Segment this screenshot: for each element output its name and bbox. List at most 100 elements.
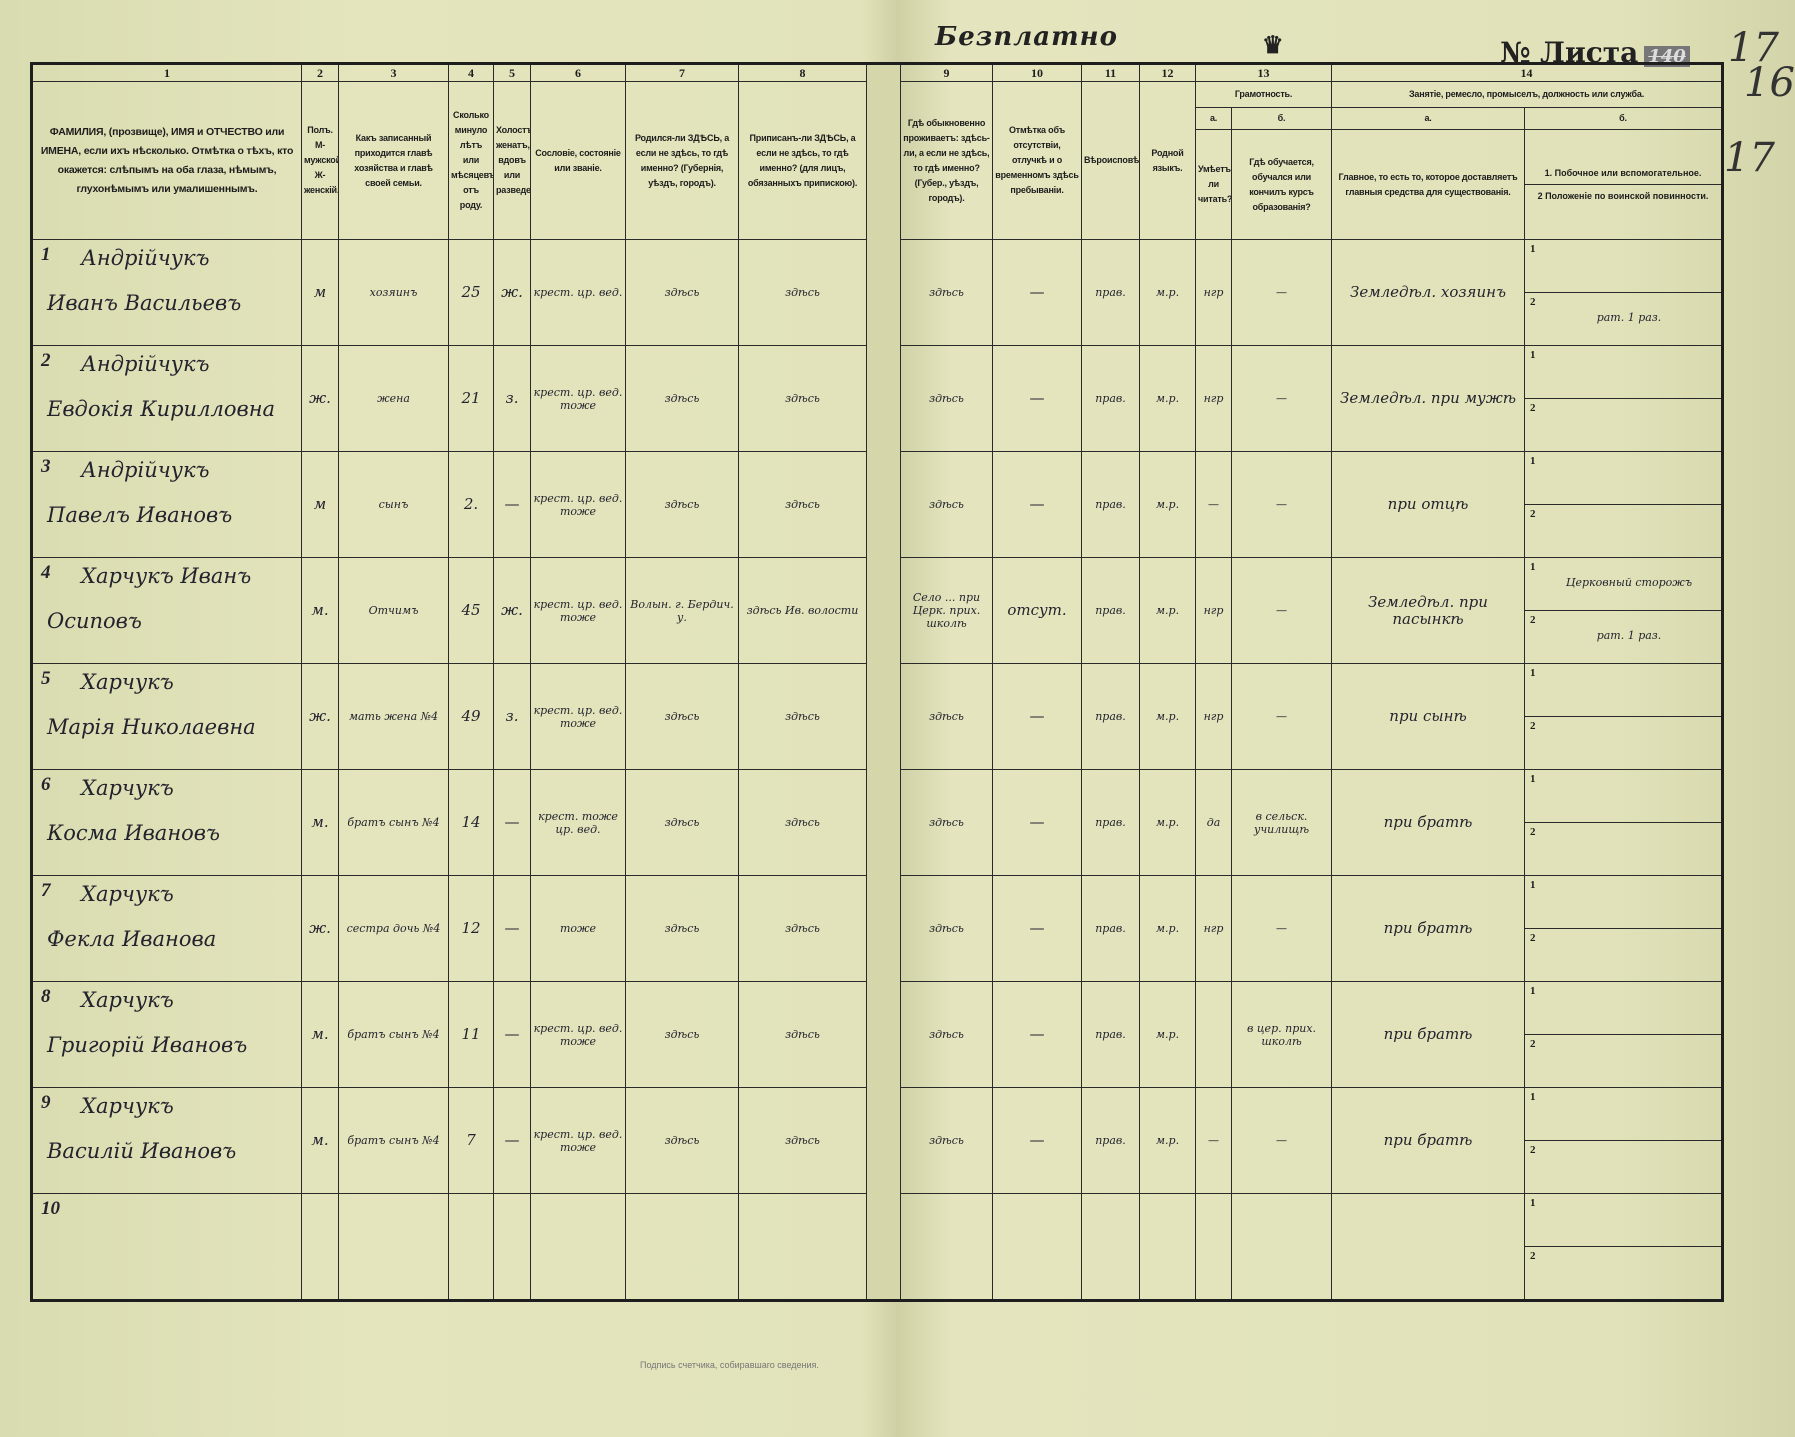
language-cell: м.р. bbox=[1139, 663, 1196, 770]
occupation-cell: при братѣ bbox=[1331, 981, 1525, 1088]
secondary-military-cell: 1 2 bbox=[1524, 451, 1723, 558]
header-born: Родился-ли ЗДѢСЬ, а если не здѣсь, то гд… bbox=[625, 81, 739, 240]
school-cell bbox=[1231, 1193, 1332, 1301]
col-number: 7 bbox=[625, 63, 739, 82]
age-cell: 12 bbox=[448, 875, 494, 982]
given-name: Осиповъ bbox=[47, 609, 142, 633]
person-row: 9 Харчукъ Василій Ивановъ м. братъ сынъ №4… bbox=[31, 1087, 1723, 1194]
language-cell: м.р. bbox=[1139, 769, 1196, 876]
col-number: 14 bbox=[1331, 63, 1723, 82]
surname: Харчукъ bbox=[81, 776, 174, 800]
header-secondary-military: 1. Побочное или вспомогательное. 2 Полож… bbox=[1524, 129, 1723, 240]
census-table: 1 2 3 4 5 6 7 8 9 10 11 12 13 14 ФАМИЛИЯ… bbox=[30, 62, 1724, 1302]
birthplace-cell: здѣсь bbox=[625, 239, 739, 346]
school-cell: — bbox=[1231, 1087, 1332, 1194]
sex-cell: м. bbox=[301, 1087, 339, 1194]
occupation-cell: Земледѣл. хозяинъ bbox=[1331, 239, 1525, 346]
birthplace-cell: здѣсь bbox=[625, 1087, 739, 1194]
literacy-cell: нгр bbox=[1195, 239, 1232, 346]
subheader-letter: а. bbox=[1331, 107, 1525, 130]
occupation-cell: Земледѣл. при мужѣ bbox=[1331, 345, 1525, 452]
name-cell: 2 Андрійчукъ Евдокія Кирилловна bbox=[31, 345, 302, 452]
relation-cell: мать жена №4 bbox=[338, 663, 449, 770]
religion-cell: прав. bbox=[1081, 557, 1140, 664]
col-number: 6 bbox=[530, 63, 626, 82]
residence-cell: Село ... при Церк. прих. школѣ bbox=[900, 557, 993, 664]
header-registered: Приписанъ-ли ЗДѢСЬ, а если не здѣсь, то … bbox=[738, 81, 867, 240]
secondary-military-cell: 1 2 рат. 1 раз. bbox=[1524, 239, 1723, 346]
marital-cell: з. bbox=[493, 345, 531, 452]
given-name: Косма Ивановъ bbox=[47, 821, 221, 845]
margin-number: 17 bbox=[1724, 135, 1775, 181]
secondary-military-cell: 1 2 bbox=[1524, 663, 1723, 770]
absence-cell: — bbox=[992, 345, 1082, 452]
occupation-cell: Земледѣл. при пасынкѣ bbox=[1331, 557, 1525, 664]
marital-cell: ж. bbox=[493, 239, 531, 346]
row-number: 6 bbox=[41, 774, 51, 795]
secondary-military-cell: 1 2 bbox=[1524, 769, 1723, 876]
sex-cell: ж. bbox=[301, 345, 339, 452]
header-religion: Вѣроисповѣданіе. bbox=[1081, 81, 1140, 240]
secondary-occupation: 1 bbox=[1525, 665, 1721, 717]
sex-cell: ж. bbox=[301, 663, 339, 770]
person-row: 1 Андрійчукъ Иванъ Васильевъ м хозяинъ 25 ж.… bbox=[31, 239, 1723, 346]
header-school: Гдѣ обучается, обучался или кончилъ курс… bbox=[1231, 129, 1332, 240]
name-cell: 6 Харчукъ Косма Ивановъ bbox=[31, 769, 302, 876]
estate-cell: крест. цр. вед. тоже bbox=[530, 981, 626, 1088]
relation-cell: Отчимъ bbox=[338, 557, 449, 664]
school-cell: — bbox=[1231, 239, 1332, 346]
surname: Харчукъ bbox=[81, 988, 174, 1012]
estate-cell: крест. цр. вед. тоже bbox=[530, 345, 626, 452]
school-cell: — bbox=[1231, 875, 1332, 982]
col-number: 10 bbox=[992, 63, 1082, 82]
row-number: 3 bbox=[41, 456, 51, 477]
name-cell: 9 Харчукъ Василій Ивановъ bbox=[31, 1087, 302, 1194]
row-number: 8 bbox=[41, 986, 51, 1007]
column-number-row: 1 2 3 4 5 6 7 8 9 10 11 12 13 14 bbox=[31, 63, 1723, 1301]
given-name: Фекла Иванова bbox=[47, 927, 217, 951]
residence-cell: здѣсь bbox=[900, 345, 993, 452]
birthplace-cell bbox=[625, 1193, 739, 1301]
sex-cell: ж. bbox=[301, 875, 339, 982]
given-name: Василій Ивановъ bbox=[47, 1139, 237, 1163]
military-status: 2 рат. 1 раз. bbox=[1526, 293, 1722, 345]
given-name: Евдокія Кирилловна bbox=[47, 397, 276, 421]
sex-cell: м. bbox=[301, 769, 339, 876]
sheet-number-value: 140 bbox=[1644, 46, 1690, 67]
secondary-occupation: 1 bbox=[1525, 453, 1721, 505]
residence-cell: здѣсь bbox=[900, 451, 993, 558]
name-cell: 5 Харчукъ Марія Николаевна bbox=[31, 663, 302, 770]
age-cell bbox=[448, 1193, 494, 1301]
religion-cell: прав. bbox=[1081, 875, 1140, 982]
estate-cell: крест. цр. вед. тоже bbox=[530, 663, 626, 770]
relation-cell: братъ сынъ №4 bbox=[338, 1087, 449, 1194]
header-estate: Сословіе, состояніе или званіе. bbox=[530, 81, 626, 240]
registration-cell: здѣсь bbox=[738, 239, 867, 346]
header-main-occupation: Главное, то есть то, которое доставляетъ… bbox=[1331, 129, 1525, 240]
relation-cell: братъ сынъ №4 bbox=[338, 769, 449, 876]
secondary-military-cell: 1 2 bbox=[1524, 981, 1723, 1088]
header-absence: Отмѣтка объ отсутствіи, отлучкѣ и о врем… bbox=[992, 81, 1082, 240]
residence-cell: здѣсь bbox=[900, 239, 993, 346]
col-number: 3 bbox=[338, 63, 449, 82]
secondary-occupation: 1 bbox=[1525, 983, 1721, 1035]
religion-cell: прав. bbox=[1081, 1087, 1140, 1194]
subheader-letter: б. bbox=[1231, 107, 1332, 130]
birthplace-cell: Волын. г. Бердич. у. bbox=[625, 557, 739, 664]
literacy-cell: нгр bbox=[1195, 875, 1232, 982]
absence-cell: отсут. bbox=[992, 557, 1082, 664]
col-number: 12 bbox=[1139, 63, 1196, 82]
language-cell: м.р. bbox=[1139, 981, 1196, 1088]
col-number: 1 bbox=[31, 63, 302, 82]
language-cell: м.р. bbox=[1139, 557, 1196, 664]
surname: Андрійчукъ bbox=[81, 246, 210, 270]
registration-cell: здѣсь bbox=[738, 345, 867, 452]
given-name: Павелъ Ивановъ bbox=[47, 503, 233, 527]
sex-cell: м. bbox=[301, 981, 339, 1088]
military-status: 2 bbox=[1530, 826, 1536, 838]
estate-cell: крест. цр. вед. тоже bbox=[530, 557, 626, 664]
margin-number: 16 bbox=[1744, 60, 1795, 106]
school-cell: в цер. прих. школѣ bbox=[1231, 981, 1332, 1088]
age-cell: 14 bbox=[448, 769, 494, 876]
given-name: Марія Николаевна bbox=[47, 715, 256, 739]
